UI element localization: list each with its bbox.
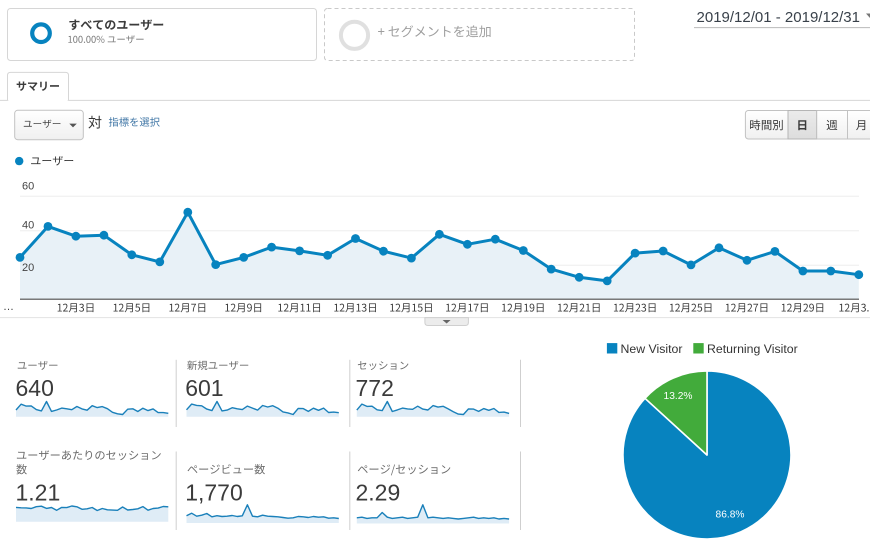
svg-text:2019/12/01 - 2019/12/31: 2019/12/01 - 2019/12/31	[697, 9, 860, 26]
svg-text:772: 772	[356, 375, 394, 401]
svg-text:13.2%: 13.2%	[664, 391, 693, 402]
svg-text:…: …	[3, 301, 14, 313]
svg-text:60: 60	[22, 180, 34, 192]
svg-text:New Visitor: New Visitor	[621, 342, 683, 356]
svg-text:2.29: 2.29	[356, 479, 401, 505]
svg-text:20: 20	[22, 262, 34, 274]
svg-text:1.21: 1.21	[16, 479, 61, 505]
svg-text:86.8%: 86.8%	[716, 509, 745, 520]
svg-text:601: 601	[185, 375, 223, 401]
svg-text:Returning Visitor: Returning Visitor	[707, 342, 798, 356]
svg-text:40: 40	[22, 220, 34, 232]
svg-text:1,770: 1,770	[185, 479, 243, 505]
svg-text:640: 640	[16, 375, 54, 401]
